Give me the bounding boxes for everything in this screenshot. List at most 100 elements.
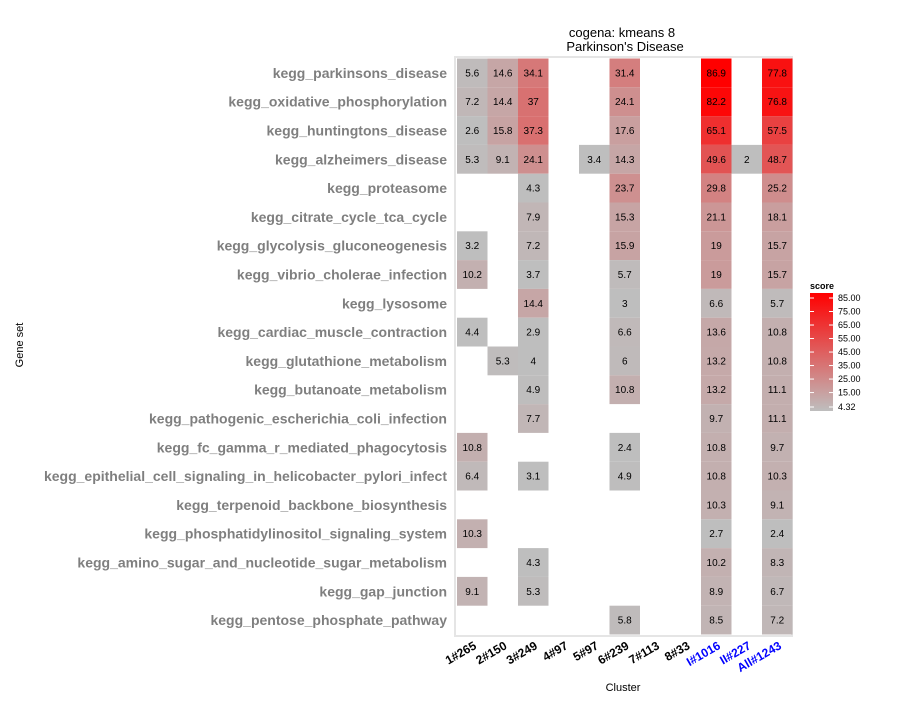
heatmap-cell <box>518 404 549 433</box>
heatmap-cell <box>762 404 793 433</box>
heatmap-cell <box>609 288 640 318</box>
heatmap-cell <box>457 317 488 347</box>
heatmap-cell <box>518 231 549 261</box>
heatmap-cell <box>609 58 640 88</box>
cluster-tick-label: 2#150 <box>473 638 509 667</box>
heatmap-cell <box>487 58 518 88</box>
heatmap-cell <box>701 173 732 203</box>
heatmap-cell <box>731 144 762 174</box>
heatmap-cell <box>457 576 488 606</box>
cell-value-label: 15.9 <box>615 241 635 252</box>
heatmap-cell <box>701 432 732 462</box>
heatmap-cell <box>457 432 488 462</box>
cell-value-label: 2 <box>744 155 750 166</box>
legend-tick-label: 85.00 <box>838 293 861 303</box>
y-axis-title: Gene set <box>14 323 26 368</box>
heatmap-cell <box>701 87 732 117</box>
heatmap-cell <box>762 346 793 376</box>
gene-set-label: kegg_butanoate_metabolism <box>254 382 447 398</box>
heatmap-cell <box>518 58 549 88</box>
cell-value-label: 10.3 <box>768 472 788 483</box>
cell-value-label: 10.2 <box>463 270 483 281</box>
heatmap-cell <box>518 548 549 577</box>
cell-value-label: 14.6 <box>493 68 513 79</box>
gene-set-label: kegg_proteasome <box>327 180 447 196</box>
gene-set-label: kegg_glycolysis_gluconeogenesis <box>217 238 448 254</box>
cell-value-label: 15.7 <box>768 241 788 252</box>
heatmap-cell <box>701 288 732 318</box>
cell-value-label: 25.2 <box>768 184 788 195</box>
cell-value-label: 10.3 <box>463 529 483 540</box>
heatmap-cell <box>701 519 732 549</box>
cell-value-label: 10.8 <box>768 328 788 339</box>
heatmap-cell <box>487 116 518 145</box>
cell-value-label: 4 <box>530 356 536 367</box>
heatmap-cell <box>701 260 732 289</box>
heatmap-cell <box>609 202 640 232</box>
heatmap-cell <box>457 58 488 88</box>
cell-value-label: 9.1 <box>465 587 479 598</box>
heatmap-panel: 5.6 14.6 34.1 31.4 86.9 77.8 7.2 14.4 37 24.1 82.2… <box>454 56 793 637</box>
heatmap-cell <box>609 461 640 491</box>
heatmap-cell <box>762 288 793 318</box>
heatmap-cell <box>701 202 732 232</box>
heatmap-cell <box>762 144 793 174</box>
gene-set-labels: kegg_parkinsons_disease kegg_oxidative_ph… <box>44 65 447 628</box>
cell-value-label: 5.3 <box>526 587 540 598</box>
heatmap-cell <box>701 375 732 405</box>
cell-value-label: 3.4 <box>587 155 601 166</box>
gene-set-label: kegg_phosphatidylinositol_signaling_syst… <box>144 526 447 542</box>
cell-value-label: 6.4 <box>465 472 479 483</box>
cell-value-label: 6.7 <box>770 587 784 598</box>
x-axis-title: Cluster <box>606 682 641 694</box>
heatmap-cell <box>762 490 793 520</box>
legend-title: score <box>810 281 834 291</box>
heatmap-cell <box>518 202 549 232</box>
cell-value-label: 3.1 <box>526 472 540 483</box>
cell-value-label: 10.8 <box>463 443 483 454</box>
heatmap-cell <box>609 605 640 635</box>
cell-value-label: 18.1 <box>768 212 788 223</box>
gene-set-label: kegg_parkinsons_disease <box>273 65 448 81</box>
gene-set-label: kegg_cardiac_muscle_contraction <box>217 324 447 340</box>
heatmap-cell <box>762 173 793 203</box>
legend-colorbar <box>810 293 833 411</box>
gene-set-label: kegg_terpenoid_backbone_biosynthesis <box>176 497 447 513</box>
cell-value-label: 5.3 <box>465 155 479 166</box>
legend-tick-label: 35.00 <box>838 361 861 371</box>
cell-value-label: 49.6 <box>707 155 727 166</box>
cell-value-label: 3 <box>622 299 628 310</box>
cell-value-label: 9.7 <box>709 414 723 425</box>
cell-value-label: 4.3 <box>526 558 540 569</box>
gene-set-label: kegg_gap_junction <box>319 583 447 599</box>
heatmap-cell <box>701 404 732 433</box>
cell-value-label: 11.1 <box>768 414 787 425</box>
cell-value-label: 10.8 <box>707 472 727 483</box>
heatmap-cell <box>518 260 549 289</box>
cell-value-label: 13.6 <box>707 328 727 339</box>
cell-value-label: 8.9 <box>709 587 723 598</box>
cell-value-label: 6.6 <box>618 328 632 339</box>
legend-tick-label: 45.00 <box>838 347 861 357</box>
cell-value-label: 76.8 <box>768 97 788 108</box>
cell-value-label: 5.8 <box>618 616 632 627</box>
cell-value-label: 7.7 <box>526 414 540 425</box>
cell-value-label: 3.7 <box>526 270 540 281</box>
gene-set-label: kegg_lysosome <box>342 295 447 311</box>
cell-value-label: 9.1 <box>496 155 510 166</box>
gene-set-label: kegg_fc_gamma_r_mediated_phagocytosis <box>157 439 447 455</box>
gene-set-label: kegg_glutathione_metabolism <box>246 353 447 369</box>
heatmap-cell <box>701 317 732 347</box>
heatmap-cell <box>701 548 732 577</box>
heatmap-cell <box>701 346 732 376</box>
cell-value-label: 6.6 <box>709 299 723 310</box>
gene-set-label: kegg_pentose_phosphate_pathway <box>210 612 447 628</box>
heatmap-cell <box>762 87 793 117</box>
cell-value-label: 2.4 <box>770 529 784 540</box>
heatmap-cell <box>701 116 732 145</box>
heatmap-cell <box>457 461 488 491</box>
heatmap-cell <box>609 375 640 405</box>
heatmap-cell <box>762 317 793 347</box>
cell-value-label: 77.8 <box>768 68 788 79</box>
legend-tick-label: 25.00 <box>838 374 861 384</box>
